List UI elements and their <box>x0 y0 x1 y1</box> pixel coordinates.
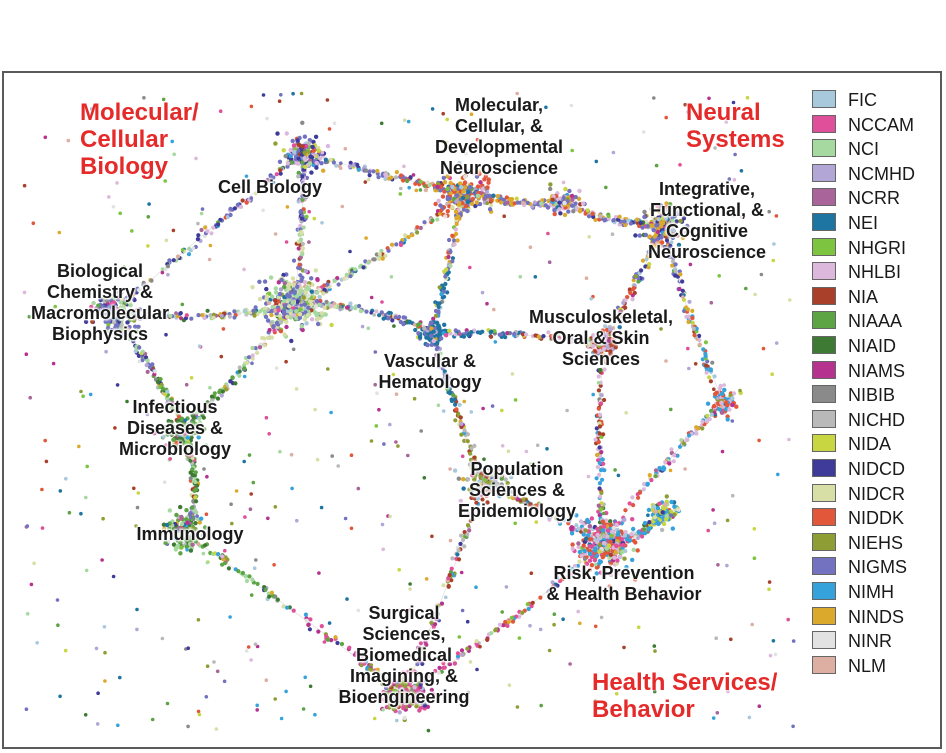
legend-swatch <box>812 237 836 256</box>
legend-swatch <box>812 483 836 502</box>
legend-label: FIC <box>848 90 877 110</box>
legend-label: NIAAA <box>848 311 903 332</box>
legend-label: NHLBI <box>848 262 902 283</box>
legend-swatch <box>812 213 836 231</box>
legend-label: NCRR <box>848 188 900 209</box>
science-map-graph <box>22 91 796 733</box>
graph-nodes <box>22 91 796 733</box>
major-area-neural-systems: Neural Systems <box>686 99 785 153</box>
legend-label: NIAID <box>848 336 897 356</box>
legend-swatch <box>812 582 836 600</box>
legend-swatch <box>812 262 836 281</box>
legend-label: NINDS <box>848 606 905 627</box>
legend-swatch <box>812 532 836 551</box>
cluster-infectious-diseases: Infectious Diseases & Microbiology <box>119 397 231 459</box>
cluster-cell-biology: Cell Biology <box>217 177 322 197</box>
cluster-biological-chemistry: Biological Chemistry & Macromolecular Bioph… <box>30 261 170 344</box>
cluster-integrative-functional-cognitive-neuroscience: Integrative, Functional, & Cognitive Neuros… <box>647 179 767 262</box>
legend-label: NIMH <box>848 582 894 602</box>
legend-swatch <box>812 606 836 625</box>
legend-swatch <box>812 409 836 428</box>
cluster-immunology: Immunology <box>136 524 244 544</box>
legend-label: NIA <box>848 286 879 307</box>
legend-swatch <box>812 385 836 404</box>
legend-label: NIAMS <box>848 360 906 381</box>
legend-swatch <box>812 90 836 108</box>
legend-label: NEI <box>848 213 879 233</box>
legend-swatch <box>812 459 836 477</box>
legend-label: NCMHD <box>848 163 915 184</box>
legend-swatch <box>812 114 836 133</box>
legend-swatch <box>812 188 836 207</box>
legend-label: NCI <box>848 139 879 160</box>
legend-swatch <box>812 286 836 305</box>
legend-label: NLM <box>848 655 887 676</box>
major-area-health-services-behavior: Health Services/Behavior <box>592 669 778 723</box>
legend-swatch <box>812 311 836 330</box>
legend-label: NIDDK <box>848 508 905 529</box>
legend-label: NINR <box>848 631 892 652</box>
legend-swatch <box>812 508 836 527</box>
major-area-molecular-cellular-biology: Molecular/Cellular Biology <box>80 99 199 180</box>
cluster-vascular-hematology: Vascular & Hematology <box>378 351 482 392</box>
legend-label: NIDCR <box>848 483 905 504</box>
legend-label: NICHD <box>848 409 905 430</box>
legend-swatch <box>812 655 836 674</box>
legend-swatch <box>812 336 836 354</box>
legend-label: NIEHS <box>848 532 904 553</box>
cluster-molecular-cellular-developmental-neuroscience: Molecular, Cellular, & Developmental Neuros… <box>434 95 564 178</box>
legend-label: NIBIB <box>848 385 896 406</box>
legend-swatch <box>812 631 836 650</box>
legend-swatch <box>812 163 836 182</box>
cluster-musculoskeletal: Musculoskeletal, Oral & Skin Sciences <box>528 307 674 369</box>
legend-label: NHGRI <box>848 237 906 258</box>
legend-label: NCCAM <box>848 114 914 135</box>
legend-swatch <box>812 139 836 158</box>
legend-label: NIDA <box>848 434 892 455</box>
legend-label: NIDCD <box>848 459 905 479</box>
cluster-population-sciences: Population Sciences & Epidemiology <box>457 459 576 521</box>
cluster-risk-prevention: Risk, Prevention & Health Behavior <box>546 563 702 604</box>
legend-swatch <box>812 557 836 576</box>
legend-swatch <box>812 360 836 379</box>
legend-swatch <box>812 434 836 453</box>
legend-label: NIGMS <box>848 557 908 578</box>
science-map-frame: Molecular/Cellular Biology Neural Systems … <box>2 71 942 749</box>
cluster-surgical-sciences: Surgical Sciences, Biomedical Imagining, & B… <box>338 603 470 707</box>
